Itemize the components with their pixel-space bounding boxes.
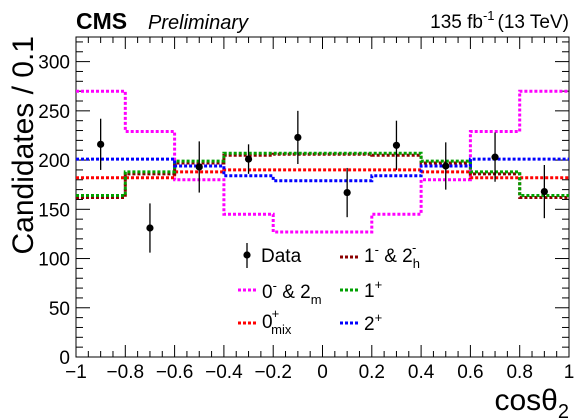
y-tick-label: 300 [38,53,70,74]
x-tick-label: −0.8 [107,362,145,383]
data-point [392,120,401,170]
x-tick-label: 0.2 [359,362,385,383]
histogram-mix [76,168,569,180]
y-tick-label: 250 [38,102,70,123]
y-tick-label: 200 [38,151,70,172]
data-marker [491,153,499,161]
data-marker [442,162,450,170]
data-points [97,110,548,253]
legend-data-marker [243,243,251,268]
luminosity-value: 135 fb [430,12,483,33]
x-tick-label: 0.4 [408,362,435,383]
x-axis-title-base: cosθ [495,384,558,417]
plot-frame [75,36,570,358]
legend-oneplus-label: 1+ [364,277,382,302]
axis-ticks: −1 −0.8 −0.6 −0.4 −0.2 0 0.2 0.4 0.6 0.8 1 0 50 100 15… [38,37,574,383]
x-tick-label: 0.6 [457,362,483,383]
x-tick-label: 0.8 [506,362,532,383]
data-marker [392,141,401,149]
data-marker [146,224,154,232]
y-axis-title: Candidates / 0.1 [7,36,40,254]
y-tick-label: 50 [49,299,70,320]
data-marker [244,155,253,163]
x-tick-label: −0.6 [156,362,194,383]
data-marker [97,140,105,148]
y-tick-label: 100 [38,250,70,271]
x-tick-label: −1 [65,362,87,383]
legend-data-label: Data [261,246,302,267]
legend-markers [238,243,360,325]
data-point [244,144,253,174]
y-tick-label: 0 [59,348,70,369]
luminosity-label: 135 fb-1 (13 TeV) [430,8,569,33]
legend-two-label: 2+ [364,310,382,335]
legend-one-label: 1- & 2h- [364,240,420,271]
model-histograms [76,89,569,234]
energy-value: (13 TeV) [498,12,569,33]
data-point [491,132,499,182]
data-point [442,142,450,190]
legend: Data 0- & 2m 0+ mix 1- & 2h- 1+ 2+ [238,240,420,337]
data-point [97,118,105,170]
histogram-one [76,152,569,199]
data-point [540,165,548,219]
histogram-oneplus [76,151,569,197]
legend-m0-label: 0- & 2m [262,278,322,307]
data-marker [195,163,203,171]
status-label: Preliminary [148,12,249,34]
x-tick-label: −0.4 [205,362,243,383]
x-tick-label: 1 [564,362,575,383]
legend-mix-label: 0+ mix [262,306,292,337]
data-point [343,167,351,218]
y-tick-label: 150 [38,200,70,221]
data-point [146,203,154,253]
x-tick-label: 0 [317,362,328,383]
x-tick-label: −0.2 [254,362,292,383]
experiment-label: CMS [76,8,127,34]
data-point [195,141,203,193]
plot-area [75,36,570,358]
histogram-m0 [76,89,569,234]
x-axis-title-subscript: 2 [558,401,569,418]
x-axis-title: cosθ2 [495,384,570,418]
luminosity-exponent: -1 [483,8,495,23]
data-point [294,110,302,165]
data-marker [540,187,548,196]
data-marker [343,188,351,197]
data-marker [294,133,302,142]
